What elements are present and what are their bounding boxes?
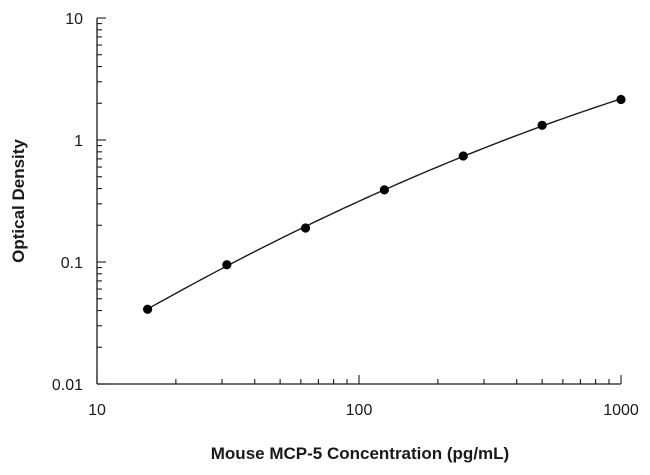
x-tick-label: 1000 <box>603 402 639 419</box>
y-tick-label: 0.01 <box>52 377 83 394</box>
x-tick-label: 10 <box>88 402 106 419</box>
data-point <box>458 151 468 161</box>
fit-curve <box>147 98 622 310</box>
y-tick-label: 1 <box>74 133 83 150</box>
data-point <box>379 185 389 195</box>
data-point <box>222 260 232 270</box>
y-axis-title: Optical Density <box>9 139 28 263</box>
data-point <box>300 223 311 233</box>
data-points <box>142 94 626 314</box>
y-tick-label: 0.1 <box>61 255 83 272</box>
x-tick-label: 100 <box>346 402 373 419</box>
data-point <box>142 304 153 314</box>
data-point <box>616 94 626 105</box>
tick-labels: 10 100 1000 0.01 0.1 1 10 <box>52 11 639 419</box>
data-point <box>537 120 547 130</box>
x-axis-title: Mouse MCP-5 Concentration (pg/mL) <box>211 444 509 463</box>
y-tick-label: 10 <box>65 11 83 28</box>
ticks <box>96 17 622 385</box>
